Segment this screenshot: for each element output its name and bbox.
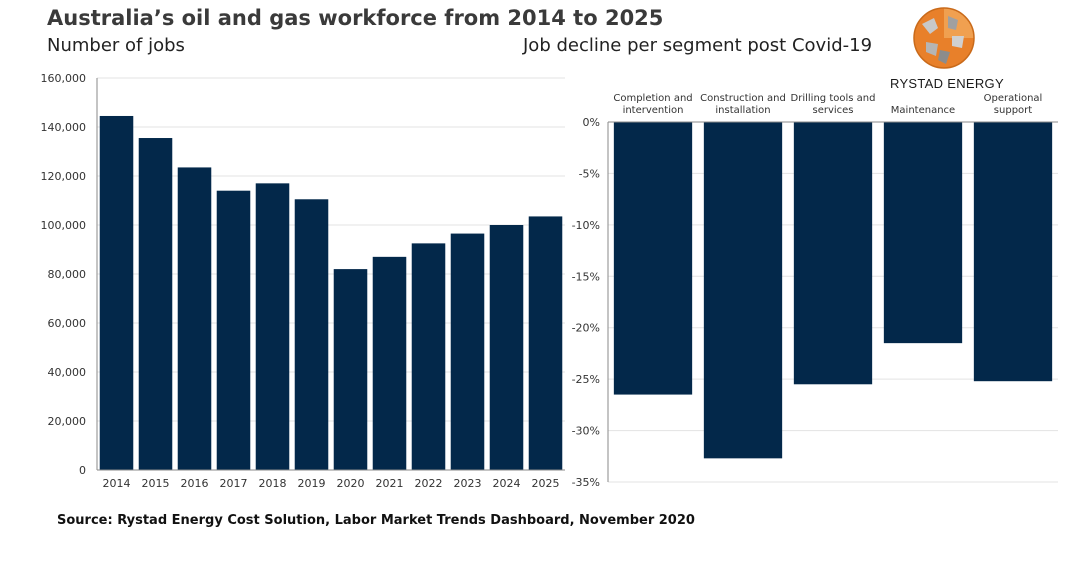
y-tick-label: -15% [572,270,600,283]
bar-2023 [450,233,485,470]
category-label: Operational support [984,93,1043,116]
category-label: Maintenance [891,105,955,116]
y-tick-label: 140,000 [41,121,87,134]
bar-2016 [177,167,212,471]
x-tick-label: 2018 [259,477,287,490]
y-tick-label: 120,000 [41,170,87,183]
globe-icon [913,7,975,69]
y-tick-label: -5% [579,167,600,180]
y-tick-label: -10% [572,219,600,232]
decline-bar-chart: 0% -5% -10% -15% -20% -25% -30% -35% Completion … [572,93,1058,489]
y-tick-label: -25% [572,373,600,386]
bar-2017 [216,190,251,470]
bar-2015 [138,138,173,470]
brand-name: RYSTAD ENERGY [890,76,1004,91]
category-label: Completion and intervention [613,93,692,116]
x-tick-label: 2023 [454,477,482,490]
y-tick-label: 60,000 [48,317,87,330]
x-tick-label: 2019 [298,477,326,490]
segment-bar [793,122,873,385]
y-tick-label: -30% [572,425,600,438]
x-tick-label: 2022 [415,477,443,490]
category-label: Drilling tools and services [791,93,876,116]
bar-2014 [99,115,134,470]
x-tick-label: 2016 [181,477,209,490]
x-tick-label: 2020 [337,477,365,490]
bar-2024 [489,225,524,470]
category-label: Construction and installation [700,93,786,116]
left-chart-subtitle: Number of jobs [47,35,185,56]
y-tick-label: 160,000 [41,72,87,85]
chart-title: Australia’s oil and gas workforce from 2… [47,6,664,30]
y-tick-label: 40,000 [48,366,87,379]
x-tick-label: 2024 [493,477,521,490]
x-tick-label: 2015 [142,477,170,490]
bar-2025 [528,216,563,470]
x-tick-label: 2021 [376,477,404,490]
y-tick-label: 0 [79,464,86,477]
x-tick-label: 2017 [220,477,248,490]
y-tick-label: 100,000 [41,219,87,232]
segment-bar [973,122,1053,382]
x-tick-label: 2014 [103,477,131,490]
x-tick-label: 2025 [532,477,560,490]
bar-2022 [411,243,446,470]
source-note: Source: Rystad Energy Cost Solution, Lab… [57,513,695,528]
bar-2020 [333,269,368,470]
y-tick-label: -35% [572,476,600,489]
bar-2019 [294,199,329,470]
y-tick-label: 20,000 [48,415,87,428]
y-tick-label: 80,000 [48,268,87,281]
bar-2021 [372,256,407,470]
jobs-bar-chart: 0 20,000 40,000 60,000 80,000 100,000 120,000 1… [41,72,565,490]
y-tick-label: -20% [572,322,600,335]
y-tick-label: 0% [583,116,600,129]
segment-bar [703,122,783,459]
segment-bar [883,122,963,344]
segment-bar [613,122,693,395]
right-chart-subtitle: Job decline per segment post Covid-19 [523,35,873,56]
bar-2018 [255,183,290,470]
